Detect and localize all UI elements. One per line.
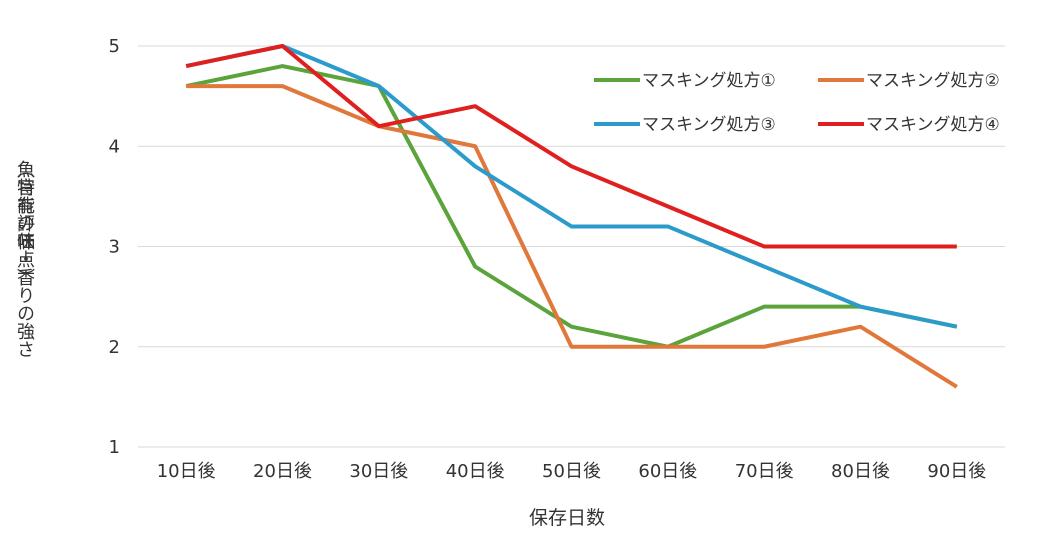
series-line-4 — [185, 44, 957, 249]
legend-item-1: マスキング処方① — [594, 71, 776, 91]
legend: マスキング処方① マスキング処方② マスキング処方③ マスキング処方④ — [594, 71, 1000, 135]
x-tick-label: 30日後 — [349, 461, 408, 482]
x-tick-label: 60日後 — [638, 461, 697, 482]
y-axis-label-line-2: （官能評価点） — [14, 160, 35, 286]
y-tick-label-1: 1 — [109, 437, 120, 458]
x-tick-label: 70日後 — [735, 461, 794, 482]
y-axis-ticks: 1 2 3 4 5 — [109, 36, 120, 458]
x-axis-ticks: 10日後 20日後 30日後 40日後 50日後 60日後 70日後 80日後 90日後 — [157, 461, 987, 482]
series-line-2 — [186, 84, 958, 389]
y-tick-label-2: 2 — [109, 337, 120, 358]
y-tick-label-4: 4 — [109, 136, 120, 157]
legend-label: マスキング処方③ — [642, 115, 776, 135]
x-tick-label: 10日後 — [157, 461, 216, 482]
y-tick-label-5: 5 — [109, 36, 120, 57]
x-tick-label: 20日後 — [253, 461, 312, 482]
x-tick-label: 80日後 — [831, 461, 890, 482]
x-tick-label: 40日後 — [446, 461, 505, 482]
legend-item-4: マスキング処方④ — [818, 115, 1000, 135]
legend-label: マスキング処方② — [866, 71, 1000, 91]
legend-label: マスキング処方④ — [866, 115, 1000, 135]
series-lines — [185, 44, 958, 389]
x-tick-label: 50日後 — [542, 461, 601, 482]
y-axis-label-line-1: 魚特有の味・香りの強さ — [14, 160, 35, 358]
legend-item-2: マスキング処方② — [818, 71, 1000, 91]
series-line-3 — [185, 44, 958, 329]
x-axis-label: 保存日数 — [529, 507, 605, 529]
legend-label: マスキング処方① — [642, 71, 776, 91]
y-tick-label-3: 3 — [109, 237, 120, 258]
series-line-1 — [185, 64, 958, 349]
x-tick-label: 90日後 — [927, 461, 986, 482]
legend-item-3: マスキング処方③ — [594, 115, 776, 135]
